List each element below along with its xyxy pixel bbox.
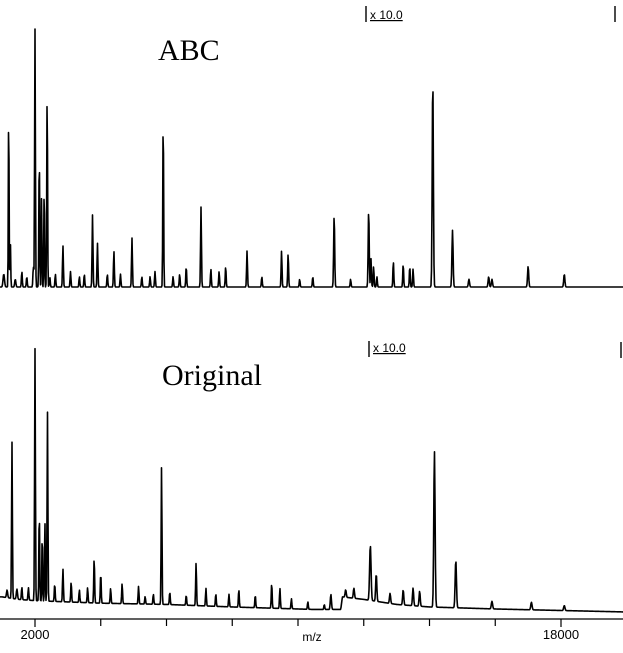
panel-abc: ABC x 10.0: [0, 6, 623, 288]
x-tick-label: 2000: [21, 627, 50, 642]
panel-original: Original x 10.0: [0, 341, 623, 613]
series-line-abc: [0, 28, 623, 288]
x-axis-title: m/z: [302, 630, 321, 644]
x-axis: 2000 18000 m/z: [0, 618, 623, 644]
panel-label-original: Original: [162, 359, 262, 392]
panel-label-abc: ABC: [158, 34, 220, 67]
magnification-label-original: x 10.0: [373, 341, 406, 355]
x-tick-label: 18000: [543, 627, 579, 642]
magnification-label-abc: x 10.0: [370, 8, 403, 22]
series-line-original: [0, 347, 623, 613]
